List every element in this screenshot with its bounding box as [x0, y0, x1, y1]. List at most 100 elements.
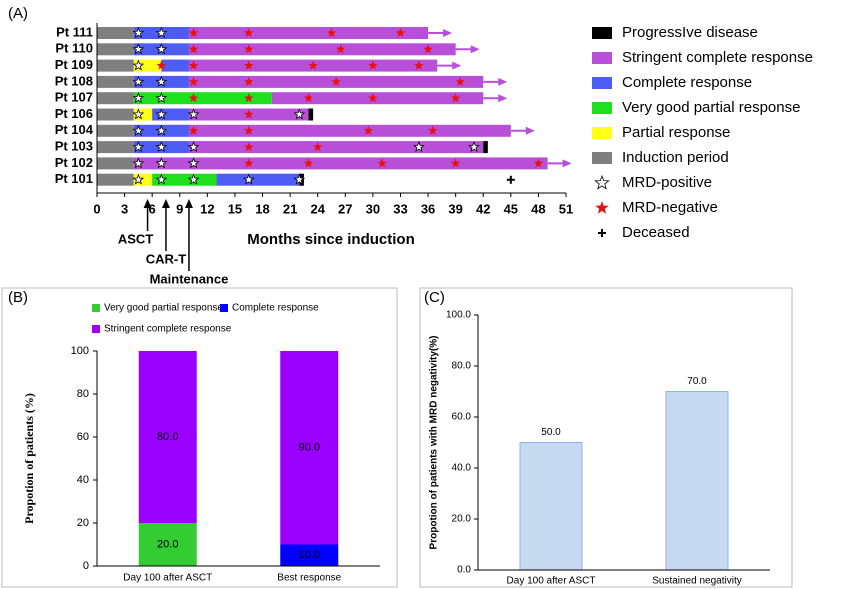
mrd-positive-star — [468, 140, 480, 153]
mrd-negative-star — [377, 158, 387, 168]
legend-symbol — [594, 174, 610, 190]
mrd-negative-star — [188, 44, 199, 54]
legend-label: Partial response — [622, 124, 730, 141]
bar-segment — [138, 523, 197, 566]
panel-b-frame — [1, 287, 398, 588]
legend-label: Complete response — [622, 74, 752, 91]
patient-label: Pt 108 — [55, 73, 93, 88]
annotation-arrow-head — [143, 199, 152, 208]
response-segment — [97, 173, 134, 186]
ongoing-arrow-head — [470, 45, 480, 54]
y-tick-label: 80.0 — [452, 361, 472, 372]
mrd-positive-star — [187, 157, 200, 169]
x-tick-label: 42 — [476, 201, 490, 216]
mrd-negative-star — [368, 93, 378, 103]
bar-segment — [280, 351, 339, 545]
mrd-positive-star — [132, 140, 145, 153]
y-axis-title: Propotion of patients with MRD negativit… — [429, 336, 440, 550]
mrd-negative-star — [414, 60, 424, 70]
x-tick-label: 6 — [149, 201, 156, 216]
legend-label: Complete response — [232, 303, 319, 314]
response-segment — [188, 27, 429, 39]
response-segment — [97, 141, 134, 154]
legend-swatch — [592, 102, 612, 114]
x-tick-label: 24 — [310, 201, 325, 216]
mrd-negative-star — [156, 60, 167, 70]
panel-label: (C) — [424, 289, 445, 306]
legend-label: Very good partial response — [104, 303, 223, 314]
legend-label: Stringent complete response — [622, 49, 813, 66]
bar — [665, 391, 729, 571]
mrd-positive-star — [155, 92, 168, 104]
mrd-negative-star — [303, 158, 314, 168]
panel-label: (B) — [8, 289, 28, 306]
bar-segment — [280, 544, 339, 566]
ongoing-arrow-head — [452, 61, 462, 70]
y-tick-label: 0.0 — [457, 565, 471, 576]
legend-swatch — [592, 127, 612, 139]
bar-segment — [138, 351, 197, 523]
mrd-positive-star — [155, 108, 168, 120]
x-tick-label: 33 — [393, 201, 407, 216]
y-tick-label: 20 — [77, 517, 89, 529]
y-axis-title: Propotion of patients (%) — [22, 393, 36, 524]
x-tick-label: 21 — [283, 201, 297, 216]
annotation-arrow-head — [184, 199, 193, 208]
mrd-negative-star — [326, 28, 337, 37]
response-segment — [133, 157, 548, 170]
legend-swatch — [92, 325, 100, 333]
response-segment — [188, 141, 484, 154]
mrd-positive-star — [132, 124, 145, 136]
x-tick-label: 0 — [93, 201, 100, 216]
mrd-negative-star — [368, 60, 378, 70]
annotation-arrow-head — [161, 199, 170, 208]
legend-label: Induction period — [622, 149, 729, 166]
response-segment — [133, 92, 272, 105]
value-label: 80.0 — [157, 431, 178, 443]
ongoing-arrow-head — [498, 94, 508, 103]
mrd-positive-star — [132, 59, 145, 71]
mrd-positive-star — [155, 157, 168, 169]
bar — [519, 442, 583, 571]
y-tick-label: 40.0 — [452, 463, 472, 474]
response-segment — [97, 43, 134, 56]
mrd-negative-star — [244, 109, 254, 119]
mrd-negative-star — [188, 60, 199, 70]
mrd-negative-star — [244, 125, 254, 135]
mrd-positive-star — [132, 26, 145, 38]
mrd-positive-star — [412, 140, 425, 153]
x-tick-label: 45 — [504, 201, 518, 216]
deceased-mark — [506, 175, 515, 184]
patient-label: Pt 101 — [55, 171, 93, 186]
mrd-negative-star — [450, 93, 461, 103]
legend-swatch — [592, 52, 612, 64]
patient-label: Pt 109 — [55, 57, 93, 72]
mrd-positive-star — [187, 140, 200, 153]
y-tick-label: 20.0 — [452, 514, 472, 525]
patient-label: Pt 110 — [55, 41, 93, 56]
annotation-label: ASCT — [118, 231, 153, 246]
mrd-negative-star — [313, 142, 323, 152]
mrd-negative-star — [303, 93, 314, 103]
response-segment — [216, 173, 300, 186]
mrd-negative-star — [188, 76, 199, 86]
x-tick-label: 51 — [559, 201, 573, 216]
x-tick-label: 48 — [531, 201, 545, 216]
mrd-negative-star — [533, 158, 544, 168]
legend-swatch — [592, 77, 612, 89]
response-segment — [97, 75, 134, 88]
response-segment — [97, 108, 134, 121]
y-tick-label: 60.0 — [452, 412, 472, 423]
mrd-positive-star — [132, 108, 145, 120]
ongoing-arrow-head — [525, 126, 535, 135]
legend-swatch — [220, 304, 228, 312]
mrd-positive-star — [132, 92, 145, 104]
mrd-positive-star — [155, 75, 168, 87]
x-tick-label: Sustained negativity — [652, 576, 742, 587]
mrd-negative-star — [331, 76, 341, 86]
patient-label: Pt 106 — [55, 106, 93, 121]
panel-label: (A) — [8, 5, 28, 22]
x-tick-label: 36 — [421, 201, 435, 216]
legend-label: ProgressIve disease — [622, 24, 758, 41]
progression-mark — [308, 108, 314, 121]
